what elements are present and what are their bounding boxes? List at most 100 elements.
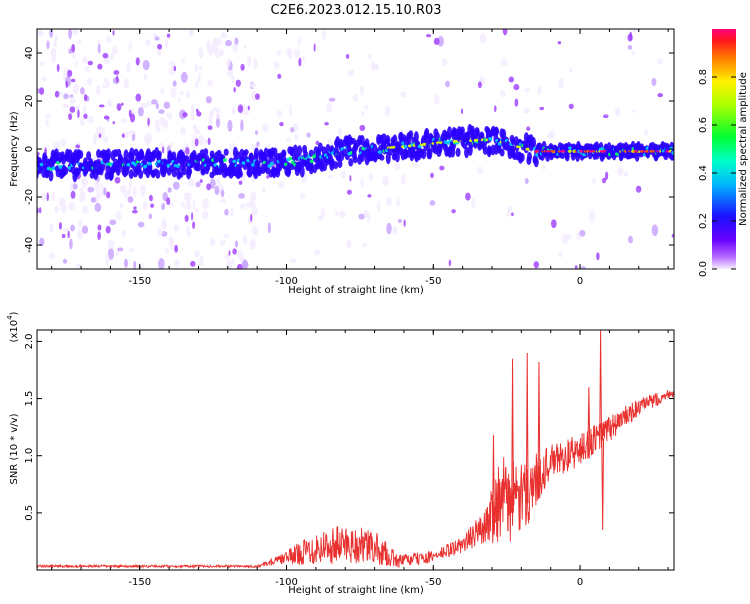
heatmap-speckle (69, 96, 76, 105)
heatmap-speckle (500, 58, 508, 67)
heatmap-ridge (78, 150, 84, 159)
heatmap-speckle (589, 210, 595, 223)
heatmap-speckle (362, 242, 368, 248)
heatmap-speckle (112, 45, 118, 56)
heatmap-speckle (102, 187, 107, 196)
heatmap-ridge (100, 162, 106, 171)
heatmap-speckle (156, 228, 163, 237)
heatmap-speckle (561, 233, 569, 245)
heatmap-speckle (361, 111, 365, 118)
snr-spike (525, 352, 529, 504)
heatmap-ridge-core (126, 162, 131, 167)
heatmap-speckle (234, 37, 239, 45)
heatmap-blob (207, 137, 211, 146)
heatmap-speckle (117, 247, 124, 252)
heatmap-speckle (285, 137, 292, 143)
heatmap-speckle (152, 32, 158, 38)
heatmap-blob (477, 81, 482, 89)
heatmap-speckle (227, 149, 235, 158)
heatmap-speckle (138, 262, 145, 269)
spectrogram-x-tick-label: -50 (425, 276, 441, 287)
heatmap-speckle (471, 198, 476, 209)
heatmap-speckle (381, 176, 389, 187)
snr-spike (511, 358, 514, 513)
heatmap-speckle (294, 133, 299, 142)
heatmap-speckle (385, 197, 392, 207)
heatmap-blob (359, 124, 366, 131)
snr-spike (492, 435, 495, 520)
heatmap-blob (133, 206, 137, 210)
heatmap-ridge (48, 170, 54, 182)
heatmap-speckle (210, 237, 216, 247)
heatmap-speckle (78, 219, 83, 228)
heatmap-speckle (143, 134, 151, 146)
spectrogram-y-axis-label: Frequency (Hz) (9, 111, 20, 187)
heatmap-speckle (326, 102, 333, 114)
heatmap-blob (228, 250, 231, 256)
heatmap-blob (635, 185, 642, 193)
heatmap-blob (539, 106, 545, 111)
spectrogram-x-tick-label: -150 (128, 276, 151, 287)
heatmap-speckle (202, 198, 209, 210)
heatmap-speckle (225, 39, 232, 47)
heatmap-blob (61, 233, 66, 239)
heatmap-speckle (541, 165, 547, 170)
heatmap-blob (97, 231, 101, 241)
heatmap-ridge-core (241, 161, 246, 165)
heatmap-ridge-core (568, 146, 573, 150)
snr-x-tick-label: -150 (128, 577, 151, 588)
heatmap-speckle (49, 222, 54, 233)
heatmap-blob (184, 214, 189, 222)
heatmap-ridge (60, 151, 66, 161)
heatmap-speckle (192, 200, 196, 210)
heatmap-speckle (128, 41, 132, 51)
heatmap-ridge (447, 126, 453, 138)
heatmap-ridge (139, 149, 145, 160)
heatmap-speckle (72, 183, 78, 190)
heatmap-speckle (223, 233, 230, 239)
heatmap-ridge (203, 148, 209, 156)
heatmap-ridge (155, 169, 161, 179)
heatmap-ridge (379, 154, 385, 161)
heatmap-blob (128, 109, 132, 118)
heatmap-blob (349, 175, 352, 182)
heatmap-speckle (155, 103, 159, 110)
heatmap-speckle (68, 48, 73, 54)
heatmap-blob (190, 260, 196, 267)
heatmap-speckle (328, 97, 336, 102)
heatmap-speckle (314, 249, 321, 256)
heatmap-speckle (37, 47, 40, 53)
heatmap-speckle (49, 29, 54, 38)
heatmap-speckle (172, 80, 177, 87)
heatmap-speckle (251, 206, 258, 216)
heatmap-speckle (60, 204, 67, 213)
heatmap-speckle (558, 78, 565, 89)
heatmap-speckle (162, 222, 166, 227)
heatmap-ridge (564, 151, 570, 162)
heatmap-blob (460, 108, 464, 115)
heatmap-speckle (60, 138, 67, 147)
heatmap-blob (451, 209, 456, 214)
heatmap-speckle (230, 207, 234, 218)
heatmap-speckle (241, 261, 249, 268)
heatmap-speckle (109, 219, 117, 226)
heatmap-blob (83, 113, 88, 119)
heatmap-blob (185, 147, 190, 155)
heatmap-speckle (256, 141, 260, 147)
heatmap-speckle (322, 29, 326, 40)
heatmap-blob (195, 108, 199, 113)
heatmap-blob (69, 106, 76, 113)
heatmap-blob (166, 33, 171, 38)
heatmap-speckle (181, 201, 186, 208)
heatmap-speckle (277, 181, 285, 188)
heatmap-speckle (82, 104, 87, 114)
heatmap-blob (112, 121, 116, 125)
heatmap-blob (207, 125, 213, 131)
heatmap-speckle (219, 239, 226, 246)
heatmap-ridge (663, 152, 669, 161)
heatmap-speckle (162, 119, 169, 129)
heatmap-ridge (123, 149, 129, 162)
heatmap-ridge-core (157, 159, 162, 164)
snr-frame (36, 329, 675, 571)
heatmap-blob (46, 192, 49, 202)
